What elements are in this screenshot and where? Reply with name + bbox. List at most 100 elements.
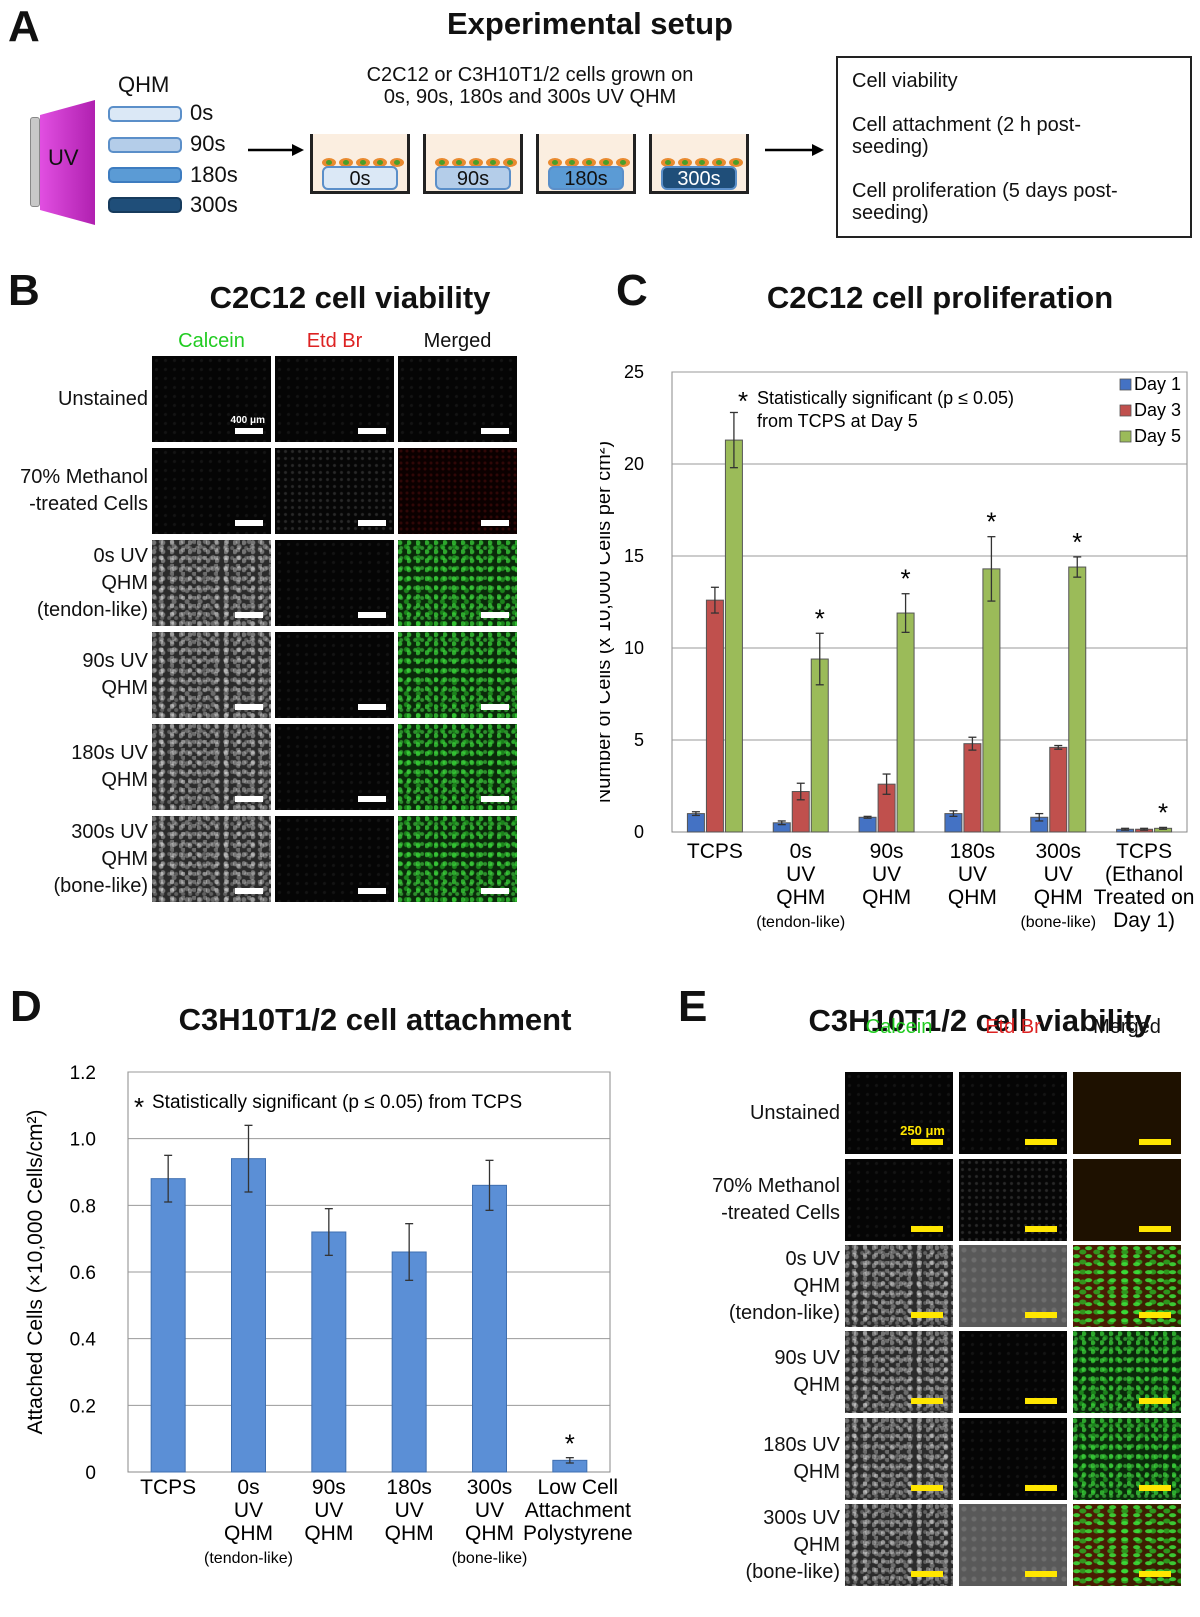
x-tick-label: QHM: [862, 886, 911, 909]
micrograph: 250 μm: [845, 1072, 953, 1154]
micrograph: [275, 540, 394, 626]
legend-swatch: [1119, 378, 1132, 391]
x-tick-label: QHM: [776, 886, 825, 909]
scale-label: 400 μm: [230, 415, 265, 426]
micrograph: [845, 1159, 953, 1241]
x-tick-label: QHM: [948, 886, 997, 909]
panel-b-title: C2C12 cell viability: [209, 280, 491, 315]
x-tick-label: 180s: [386, 1476, 432, 1499]
cells-description: C2C12 or C3H10T1/2 cells grown on 0s, 90…: [366, 64, 694, 108]
column-header: Etd Br: [306, 330, 363, 352]
panel-d-title: C3H10T1/2 cell attachment: [178, 1002, 572, 1037]
significance-star: *: [815, 603, 825, 633]
panel-a-title: Experimental setup: [447, 6, 733, 41]
scale-bar: [481, 704, 509, 710]
scale-bar: [1139, 1312, 1171, 1318]
panel-d-letter: D: [10, 982, 42, 1031]
panel-b-letter: B: [8, 266, 40, 315]
scale-bar: [1025, 1139, 1057, 1145]
x-tick-label: Attachment: [525, 1499, 631, 1522]
scale-bar: [1139, 1571, 1171, 1577]
panel-c-letter: C: [616, 266, 648, 315]
bar: [1049, 746, 1068, 833]
annotation-star: *: [738, 386, 748, 416]
significance-star: *: [1158, 797, 1168, 827]
bar: [311, 1231, 347, 1473]
row-label: 180s UV QHM: [763, 1434, 840, 1483]
scale-bar: [235, 520, 263, 526]
x-tick-label: 0s: [790, 840, 812, 863]
row-label: 180s UV QHM: [71, 742, 148, 791]
micrograph: [152, 540, 271, 626]
micrograph: [1073, 1418, 1181, 1500]
significance-star: *: [901, 564, 911, 594]
panel-c-title: C2C12 cell proliferation: [766, 280, 1114, 315]
scale-bar: [911, 1312, 943, 1318]
micrograph: [845, 1331, 953, 1413]
micrograph: [152, 724, 271, 810]
scale-bar: [1025, 1312, 1057, 1318]
annotation-line: Statistically significant (p ≤ 0.05) fro…: [152, 1092, 522, 1113]
scale-bar: [911, 1398, 943, 1404]
x-tick-label: Low Cell: [538, 1476, 619, 1499]
micrograph: [275, 448, 394, 534]
bar: [1068, 566, 1087, 833]
annotation-line: Statistically significant (p ≤ 0.05): [757, 388, 1014, 408]
y-axis-label: Number of Cells (x 10,000 Cells per cm²): [600, 441, 615, 803]
scale-bar: [1139, 1485, 1171, 1491]
y-tick-label: 20: [624, 454, 644, 474]
x-tick-label: (bone-like): [1020, 914, 1096, 931]
scale-bar: [235, 428, 263, 434]
micrograph: [152, 816, 271, 902]
legend-label: Day 1: [1134, 374, 1181, 394]
row-label: Unstained: [749, 1101, 840, 1124]
row-label: 70% Methanol -treated Cells: [20, 466, 148, 515]
micrograph: [398, 632, 517, 718]
legend-label: Day 5: [1134, 426, 1181, 446]
significance-star: *: [1072, 527, 1082, 557]
scale-bar: [481, 520, 509, 526]
x-tick-label: QHM: [385, 1522, 434, 1545]
micrograph: [845, 1245, 953, 1327]
x-tick-label: (Ethanol: [1105, 863, 1183, 886]
uv-label: UV: [48, 145, 79, 170]
scale-bar: [358, 888, 386, 894]
bar: [231, 1158, 266, 1473]
y-tick-label: 1.2: [70, 1063, 96, 1084]
x-tick-label: 0s: [237, 1476, 259, 1499]
column-header: Calcein: [178, 330, 245, 352]
scale-bar: [235, 888, 263, 894]
x-tick-label: QHM: [465, 1522, 514, 1545]
annotation-line: from TCPS at Day 5: [757, 411, 918, 431]
scale-bar: [358, 704, 386, 710]
scale-bar: [481, 612, 509, 618]
row-label: Unstained: [57, 387, 148, 410]
micrograph: [275, 816, 394, 902]
scale-bar: [358, 796, 386, 802]
row-label: 90s UV QHM: [774, 1347, 840, 1396]
y-tick-label: 0.2: [70, 1396, 96, 1417]
scale-bar: [235, 796, 263, 802]
x-tick-label: (tendon-like): [756, 914, 845, 931]
x-tick-label: UV: [1044, 863, 1073, 886]
x-tick-label: 90s: [312, 1476, 346, 1499]
y-tick-label: 1.0: [70, 1130, 96, 1151]
micrograph: [275, 356, 394, 442]
micrograph: [959, 1331, 1067, 1413]
micrograph: [845, 1418, 953, 1500]
x-tick-label: UV: [234, 1499, 263, 1522]
scale-bar: [1025, 1398, 1057, 1404]
x-tick-label: UV: [872, 863, 901, 886]
x-tick-label: UV: [475, 1499, 504, 1522]
bar: [896, 612, 915, 833]
x-tick-label: 300s: [1035, 840, 1081, 863]
x-tick-label: UV: [395, 1499, 424, 1522]
plot-area: [671, 371, 1188, 833]
bar: [982, 568, 1001, 833]
x-tick-label: (tendon-like): [204, 1550, 293, 1567]
panel-e-letter: E: [678, 982, 708, 1031]
x-tick-label: 300s: [467, 1476, 513, 1499]
scale-bar: [481, 796, 509, 802]
x-tick-label: UV: [786, 863, 815, 886]
bar: [150, 1178, 186, 1473]
